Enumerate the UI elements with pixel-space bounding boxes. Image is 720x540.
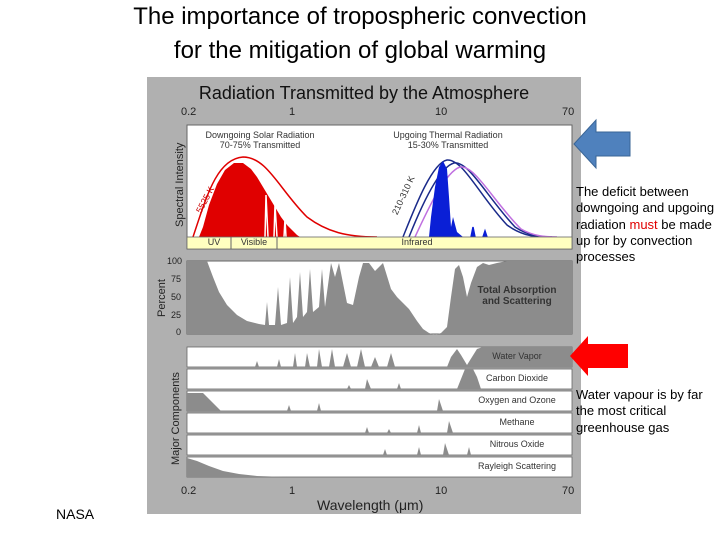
- row-label-water-vapor: Water Vapor: [492, 351, 542, 361]
- solar-label: Downgoing Solar Radiation 70-75% Transmi…: [195, 130, 325, 150]
- deficit-annotation: The deficit between downgoing and upgoin…: [576, 184, 716, 265]
- red-arrow-icon: [570, 336, 628, 376]
- bottom-tick-0-2: 0.2: [181, 485, 197, 497]
- thermal-transmitted-area: [429, 161, 463, 237]
- pct-tick-75: 75: [171, 274, 182, 284]
- radiation-figure: Radiation Transmitted by the Atmosphere …: [147, 77, 581, 514]
- band-visible-label: Visible: [240, 237, 268, 247]
- top-tick-1: 1: [289, 106, 296, 118]
- components-ylabel: Major Components: [170, 372, 182, 465]
- top-tick-0-2: 0.2: [181, 106, 197, 118]
- deficit-text-emphasis: must: [629, 216, 658, 232]
- absorption-label-line-1: Total Absorption: [477, 285, 557, 296]
- thermal-small-peaks: [470, 226, 488, 238]
- row-label-nitrous-oxide: Nitrous Oxide: [489, 439, 545, 449]
- solar-notches: [264, 194, 287, 238]
- absorption-ylabel: Percent: [156, 279, 168, 317]
- row-label-rayleigh: Rayleigh Scattering: [477, 461, 557, 471]
- thermal-label-line-2: 15-30% Transmitted: [407, 140, 489, 150]
- row-bg-methane: [186, 412, 573, 434]
- thermal-label: Upgoing Thermal Radiation 15-30% Transmi…: [383, 130, 513, 150]
- thermal-label-line-1: Upgoing Thermal Radiation: [393, 130, 503, 140]
- solar-blackbody-curve: [192, 156, 378, 238]
- slide-title: The importance of tropospheric convectio…: [0, 0, 720, 68]
- bottom-tick-1: 1: [289, 485, 296, 497]
- band-infrared-label: Infrared: [401, 237, 433, 247]
- row-fill-carbon-dioxide: [187, 369, 572, 389]
- absorption-label: Total Absorption and Scattering: [467, 285, 567, 307]
- row-bg-nitrous-oxide: [186, 434, 573, 456]
- spectral-ylabel: Spectral Intensity: [174, 142, 186, 227]
- slide-title-line-1: The importance of tropospheric convectio…: [133, 3, 587, 30]
- bottom-tick-70: 70: [562, 485, 575, 497]
- top-tick-10: 10: [435, 106, 448, 118]
- pct-tick-25: 25: [171, 310, 182, 320]
- absorption-area: [187, 261, 572, 335]
- row-fill-rayleigh: [187, 458, 287, 477]
- thermal-curve-dark-2: [408, 162, 553, 238]
- figure-graphics: [186, 124, 573, 478]
- absorption-label-line-2: and Scattering: [482, 296, 552, 307]
- row-label-oxygen-ozone: Oxygen and Ozone: [478, 395, 556, 405]
- water-vapour-annotation: Water vapour is by far the most critical…: [576, 387, 703, 435]
- solar-label-line-1: Downgoing Solar Radiation: [205, 130, 315, 140]
- source-credit: NASA: [56, 506, 95, 522]
- deficit-text-post: be made up for by convection processes: [576, 216, 712, 265]
- pct-tick-0: 0: [176, 327, 182, 337]
- band-uv-label: UV: [207, 237, 221, 247]
- x-axis-label: Wavelength (μm): [317, 497, 424, 513]
- blue-arrow-icon: [573, 118, 631, 170]
- components-rows: [186, 346, 573, 478]
- row-label-carbon-dioxide: Carbon Dioxide: [485, 373, 549, 383]
- thermal-curve-dark-1: [402, 159, 548, 238]
- band-bar: [186, 236, 573, 250]
- row-fill-water-vapor: [187, 347, 572, 367]
- figure-title: Radiation Transmitted by the Atmosphere: [198, 83, 530, 103]
- row-label-methane: Methane: [499, 417, 535, 427]
- pct-tick-50: 50: [171, 292, 182, 302]
- slide-title-line-2: for the mitigation of global warming: [173, 37, 547, 64]
- bottom-tick-10: 10: [435, 485, 448, 497]
- pct-tick-100: 100: [167, 256, 183, 266]
- solar-label-line-2: 70-75% Transmitted: [219, 140, 301, 150]
- top-tick-70: 70: [562, 106, 575, 118]
- deficit-text-pre: The deficit between downgoing and upgoin…: [576, 184, 715, 232]
